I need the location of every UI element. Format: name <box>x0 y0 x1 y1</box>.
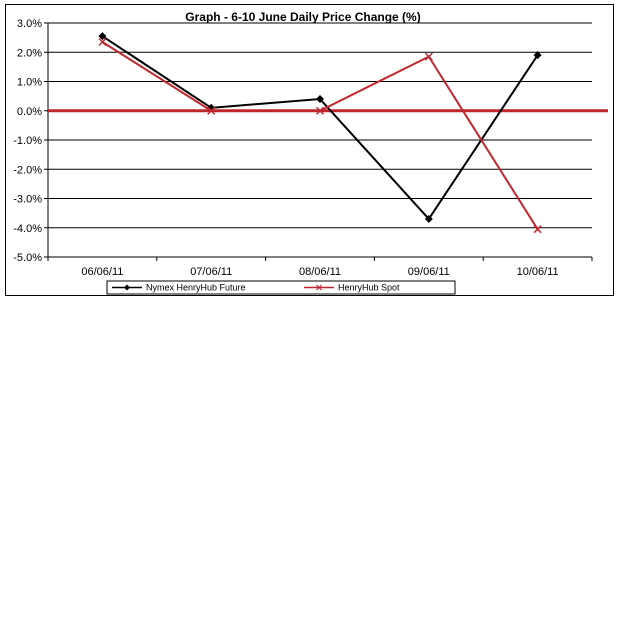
data-point-stroke <box>533 225 542 234</box>
grid-lines <box>44 22 608 261</box>
y-tick-label: 1.0% <box>17 77 42 89</box>
legend-label: HenryHub Spot <box>338 283 400 293</box>
data-point <box>424 214 433 223</box>
legend-entry: HenryHub Spot <box>304 283 400 293</box>
data-point <box>533 225 542 234</box>
legend-marker <box>316 284 322 291</box>
x-tick-label: 10/06/11 <box>517 266 559 278</box>
y-tick-label: 0.0% <box>17 106 42 118</box>
series-line <box>101 35 539 221</box>
legend: Nymex HenryHub Future HenryHub Spot <box>106 280 456 295</box>
series-line <box>101 41 539 230</box>
y-tick-label: -5.0% <box>13 252 42 264</box>
data-point <box>207 106 216 115</box>
data-point <box>424 52 433 61</box>
data-point-stroke <box>315 106 325 115</box>
data-point <box>98 32 107 41</box>
chart-frame: Graph - 6-10 June Daily Price Change (%)… <box>5 4 614 296</box>
x-tick-label: 09/06/11 <box>408 266 450 278</box>
legend-box <box>106 280 456 295</box>
y-tick-label: -1.0% <box>13 135 42 147</box>
data-point-stroke <box>98 37 107 47</box>
data-point-stroke <box>207 106 216 115</box>
legend-label: Nymex HenryHub Future <box>146 283 246 293</box>
y-tick-label: -3.0% <box>13 194 42 206</box>
chart-title: Graph - 6-10 June Daily Price Change (%) <box>185 10 420 24</box>
data-point <box>316 95 324 104</box>
x-axis-tick-labels: 06/06/11 07/06/11 08/06/11 09/06/11 10/06/11 <box>81 266 558 278</box>
line-chart: Graph - 6-10 June Daily Price Change (%)… <box>13 10 608 295</box>
x-tick-label: 06/06/11 <box>81 266 123 278</box>
data-point <box>315 106 325 115</box>
y-tick-label: 2.0% <box>17 47 42 59</box>
legend-entry: Nymex HenryHub Future <box>112 283 246 293</box>
x-tick-label: 07/06/11 <box>190 266 232 278</box>
legend-marker <box>124 284 130 291</box>
x-tick-label: 08/06/11 <box>299 266 341 278</box>
y-tick-label: -2.0% <box>13 164 42 176</box>
y-tick-label: -4.0% <box>13 223 42 235</box>
data-point <box>533 51 542 60</box>
data-point-stroke <box>424 52 433 61</box>
y-axis-tick-labels: 3.0% 2.0% 1.0% 0.0% -1.0% -2.0% -3.0% -4.0% -5.0… <box>13 18 42 264</box>
series-lines <box>98 32 542 234</box>
data-point <box>98 37 107 47</box>
y-tick-label: 3.0% <box>17 18 42 30</box>
